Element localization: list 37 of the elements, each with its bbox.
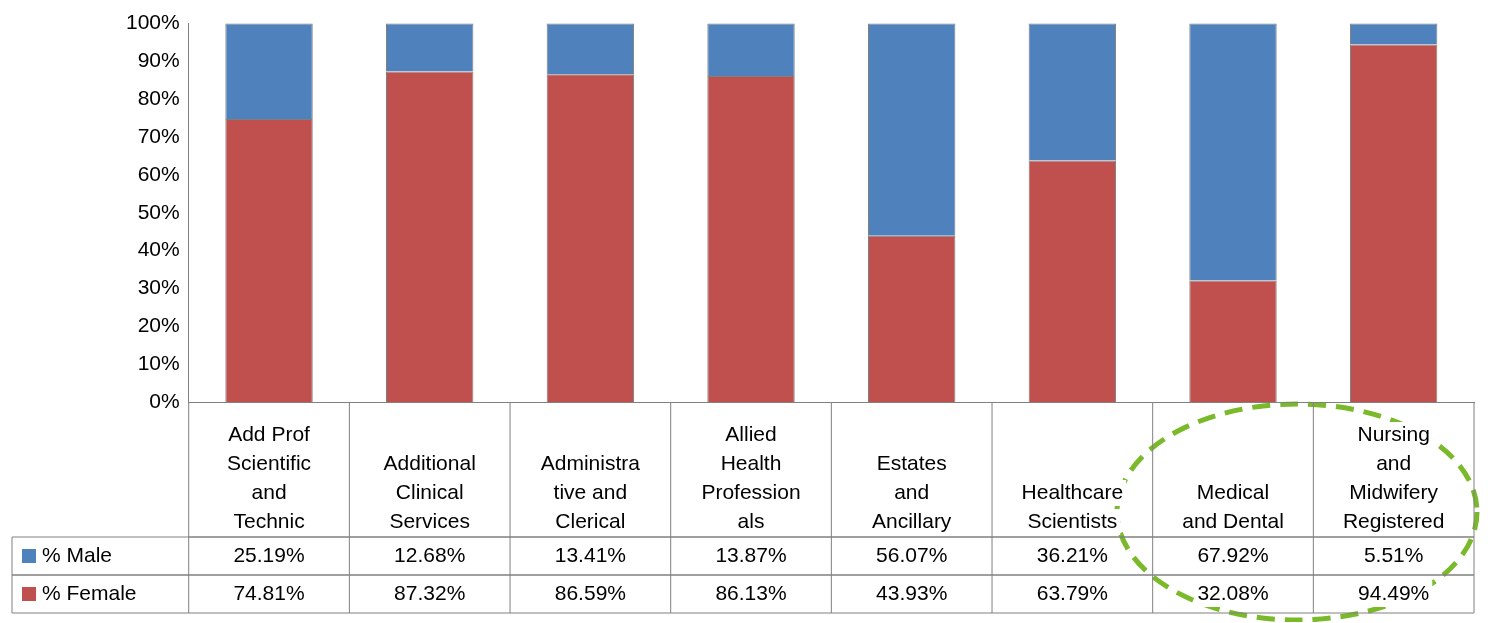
x-tick-label: Estates and Ancillary	[872, 450, 952, 532]
legend-label: % Female	[42, 580, 137, 604]
data-label: 32.08%	[1197, 580, 1269, 604]
legend-label: % Male	[42, 542, 113, 566]
y-tick-label: 70%	[137, 123, 180, 147]
x-tick-label: Nursing and Midwifery Registered	[1342, 421, 1445, 532]
y-tick-label: 50%	[137, 199, 180, 223]
data-label: 36.21%	[1036, 542, 1108, 566]
data-label: 87.32%	[394, 580, 466, 604]
data-label: 5.51%	[1363, 542, 1424, 566]
x-tick-label: Healthcare Scientists	[1021, 479, 1124, 532]
y-tick-label: 100%	[125, 10, 180, 34]
data-label: 56.07%	[876, 542, 948, 566]
x-tick-label: Additional Clinical Services	[383, 450, 476, 532]
x-tick-label: Add Prof Scientific and Technic	[227, 421, 312, 532]
y-tick-label: 0%	[149, 388, 180, 412]
y-tick-label: 30%	[137, 275, 180, 299]
data-label: 12.68%	[394, 542, 466, 566]
y-tick-label: 80%	[137, 86, 180, 110]
y-tick-label: 60%	[137, 161, 180, 185]
data-label: 13.41%	[554, 542, 626, 566]
data-label: 94.49%	[1358, 580, 1430, 604]
data-label: 43.93%	[876, 580, 948, 604]
x-tick-label: Administra tive and Clerical	[540, 450, 641, 532]
x-tick-label: Allied Health Profession als	[701, 421, 801, 532]
data-label: 86.59%	[554, 580, 626, 604]
y-tick-label: 90%	[137, 48, 180, 72]
data-label: 25.19%	[233, 542, 305, 566]
y-tick-label: 10%	[137, 350, 180, 374]
data-label: 67.92%	[1197, 542, 1269, 566]
x-tick-label: Medical and Dental	[1182, 479, 1284, 532]
data-label: 13.87%	[715, 542, 787, 566]
data-label: 74.81%	[233, 580, 305, 604]
y-tick-label: 40%	[137, 237, 180, 261]
y-tick-label: 20%	[137, 313, 180, 337]
data-label: 86.13%	[715, 580, 787, 604]
data-label: 63.79%	[1036, 580, 1108, 604]
